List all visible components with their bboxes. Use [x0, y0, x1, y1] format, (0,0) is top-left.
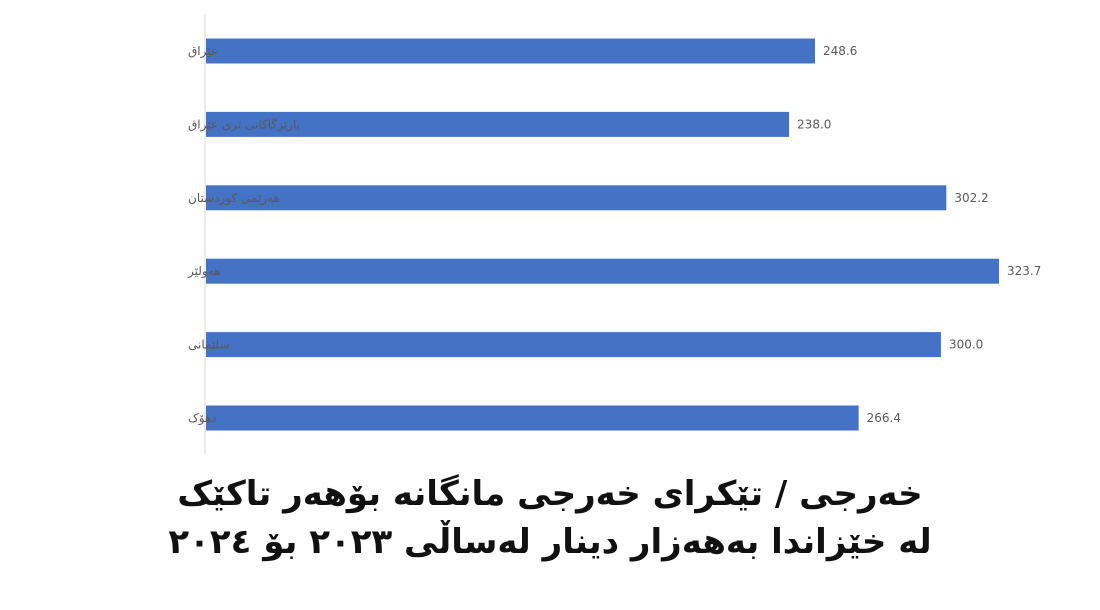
- bar: [206, 185, 947, 211]
- bar-chart: عێراق 248.6 پارێزگاکانی تری عێراق 238.0 هەرێ…: [187, 14, 1041, 455]
- bar: [206, 111, 790, 137]
- data-label: 302.2: [954, 191, 988, 205]
- category-label: دهۆک: [188, 411, 217, 426]
- category-label: عێراق: [188, 44, 218, 59]
- bar: [206, 38, 816, 64]
- category-label: هەولێر: [187, 264, 220, 279]
- chart-title: خەرجی / تێکرای خەرجی مانگانە بۆهەر تاکێک…: [0, 470, 1100, 566]
- category-label: پارێزگاکانی تری عێراق: [188, 117, 300, 132]
- category-label: هەرێمی کوردستان: [188, 191, 280, 206]
- category-label: سلێمانی: [188, 338, 230, 352]
- chart-title-line-1: خەرجی / تێکرای خەرجی مانگانە بۆهەر تاکێک: [177, 474, 923, 514]
- data-label: 266.4: [867, 411, 901, 425]
- bar: [206, 405, 859, 431]
- data-label: 323.7: [1007, 264, 1041, 278]
- bar: [206, 332, 941, 358]
- data-label: 300.0: [949, 338, 983, 352]
- data-label: 248.6: [823, 44, 857, 58]
- bar: [206, 258, 999, 284]
- chart-title-line-2: لە خێزاندا بەهەزار دینار لەساڵی ٢٠٢٣ بۆ …: [168, 522, 932, 562]
- data-label: 238.0: [797, 117, 831, 131]
